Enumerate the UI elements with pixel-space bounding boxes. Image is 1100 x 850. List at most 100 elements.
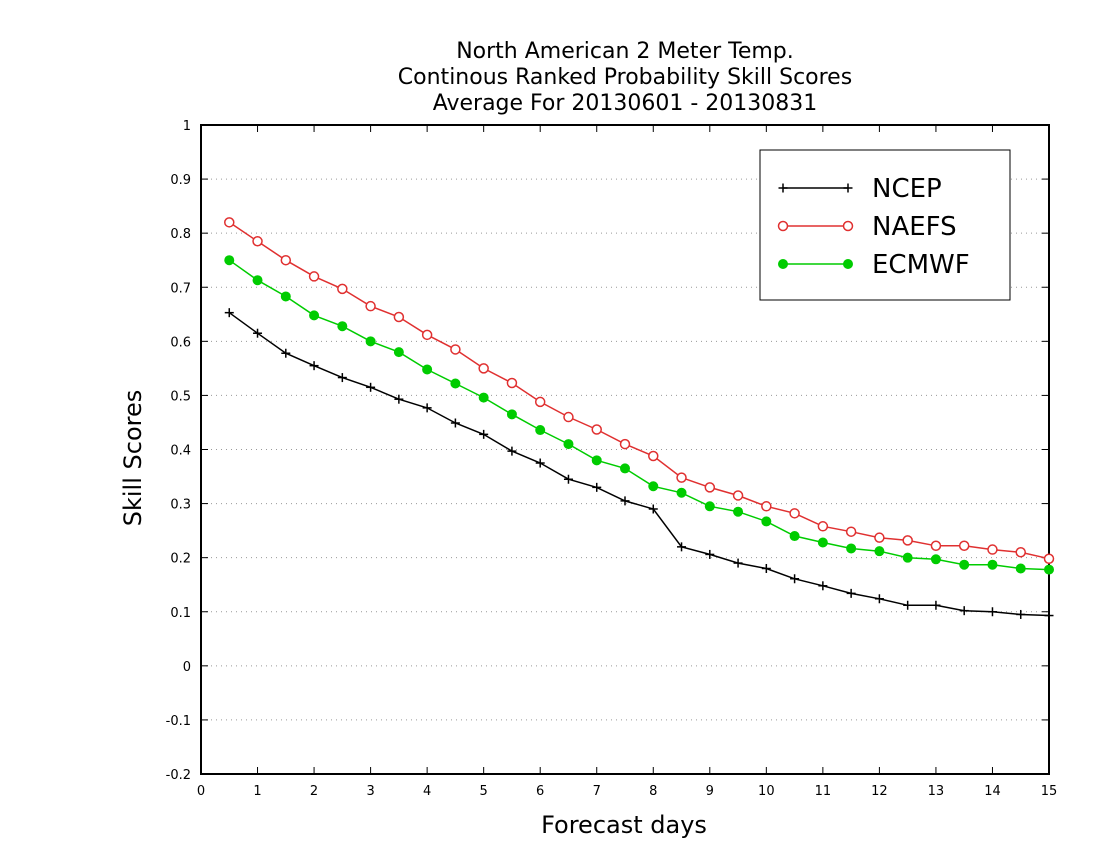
data-point-naefs	[676, 472, 687, 483]
y-tick-label: 0.8	[170, 227, 191, 242]
data-point-ncep	[479, 429, 489, 439]
x-tick-label: 11	[815, 784, 832, 799]
x-tick-label: 9	[706, 784, 714, 799]
data-point-naefs	[648, 450, 659, 462]
data-point-ecmwf	[648, 481, 659, 492]
y-tick-label: 0.9	[170, 173, 191, 188]
data-point-ncep	[309, 361, 319, 371]
data-point-ecmwf	[365, 336, 376, 347]
x-tick-label: 5	[480, 784, 488, 799]
data-point-naefs	[421, 329, 433, 341]
x-tick-label: 15	[1041, 784, 1058, 799]
y-tick-label: -0.1	[166, 714, 191, 729]
y-tick-label: 0	[183, 660, 191, 675]
data-point-naefs	[845, 526, 857, 537]
data-point-ecmwf	[987, 559, 998, 570]
data-point-ncep	[846, 588, 856, 598]
series-ecmwf	[224, 255, 1054, 575]
data-point-ecmwf	[676, 487, 687, 498]
series-ncep	[224, 308, 1054, 621]
series-naefs	[224, 217, 1055, 564]
data-point-ecmwf	[280, 291, 291, 302]
data-point-ncep	[281, 348, 291, 358]
x-tick-label: 14	[984, 784, 1001, 799]
title-line-2: Continous Ranked Probability Skill Score…	[398, 65, 852, 90]
data-point-ecmwf	[704, 501, 715, 512]
legend-marker	[778, 259, 788, 269]
y-tick-label: 0.5	[170, 389, 191, 404]
data-point-ncep	[818, 581, 828, 591]
y-axis-label: Skill Scores	[119, 390, 147, 527]
data-point-naefs	[506, 377, 518, 389]
data-point-ecmwf	[506, 409, 517, 420]
x-tick-label: 0	[197, 784, 205, 799]
legend-box	[759, 149, 1011, 301]
data-point-naefs	[789, 508, 800, 519]
data-point-ecmwf	[874, 546, 885, 557]
data-point-ncep	[705, 549, 715, 559]
data-point-ncep	[677, 542, 687, 552]
data-point-naefs	[1015, 547, 1026, 558]
data-point-naefs	[619, 438, 631, 450]
legend-entry-ecmwf: ECMWF	[778, 250, 970, 280]
data-point-naefs	[478, 363, 489, 374]
data-point-naefs	[761, 501, 772, 512]
legend-label-naefs: NAEFS	[872, 212, 957, 242]
chart-title: North American 2 Meter Temp. Continous R…	[398, 39, 852, 116]
data-point-ncep	[648, 504, 658, 514]
data-point-ecmwf	[959, 559, 970, 570]
data-point-ecmwf	[563, 439, 574, 450]
legend-marker	[842, 220, 854, 232]
x-tick-label: 6	[536, 784, 544, 799]
y-tick-label: 0.1	[170, 606, 191, 621]
data-point-ncep	[620, 496, 630, 506]
data-point-ecmwf	[817, 537, 828, 548]
data-point-naefs	[732, 490, 744, 501]
data-point-ecmwf	[535, 425, 546, 436]
data-point-naefs	[987, 544, 998, 555]
data-point-ecmwf	[224, 255, 235, 266]
data-point-naefs	[224, 217, 235, 228]
data-point-naefs	[591, 424, 602, 435]
data-point-ecmwf	[761, 516, 772, 527]
data-point-ncep	[592, 482, 602, 492]
legend-label-ncep: NCEP	[872, 174, 942, 204]
data-point-ncep	[903, 600, 913, 610]
data-point-naefs	[450, 344, 461, 355]
data-point-ncep	[450, 418, 460, 428]
y-tick-label: 0.2	[170, 552, 191, 567]
data-point-naefs	[365, 300, 376, 312]
data-point-naefs	[704, 482, 716, 493]
data-point-ecmwf	[450, 378, 461, 389]
y-tick-label: 1	[183, 119, 191, 134]
data-point-naefs	[902, 535, 913, 546]
data-point-naefs	[1043, 553, 1055, 564]
data-point-ecmwf	[620, 463, 630, 474]
data-point-ncep	[761, 563, 771, 573]
data-point-naefs	[393, 311, 405, 323]
data-point-naefs	[252, 236, 263, 247]
legend-marker	[778, 183, 788, 193]
y-tick-label: 0.3	[170, 498, 191, 513]
legend-marker	[777, 220, 789, 232]
axes: -0.2-0.100.10.20.30.40.50.60.70.80.910 1 2…	[166, 119, 1058, 799]
series-line-ecmwf	[228, 259, 1050, 571]
legend: NCEP NAEFS ECMWF	[759, 149, 1011, 301]
data-point-ecmwf	[591, 455, 602, 466]
x-tick-label: 3	[366, 784, 374, 799]
data-point-ecmwf	[1044, 564, 1054, 575]
y-tick-label: -0.2	[166, 768, 191, 783]
data-point-ecmwf	[309, 310, 320, 321]
data-point-ncep	[987, 607, 997, 617]
data-point-ncep	[563, 474, 573, 484]
legend-entry-ncep: NCEP	[778, 174, 942, 204]
data-point-ncep	[874, 594, 884, 604]
data-point-naefs	[930, 540, 942, 552]
data-point-ncep	[1044, 611, 1054, 621]
data-point-ncep	[366, 382, 376, 392]
title-line-1: North American 2 Meter Temp.	[456, 39, 794, 64]
data-point-ecmwf	[902, 552, 913, 563]
data-point-ecmwf	[930, 554, 941, 565]
x-tick-label: 8	[649, 784, 657, 799]
data-point-naefs	[534, 396, 546, 408]
